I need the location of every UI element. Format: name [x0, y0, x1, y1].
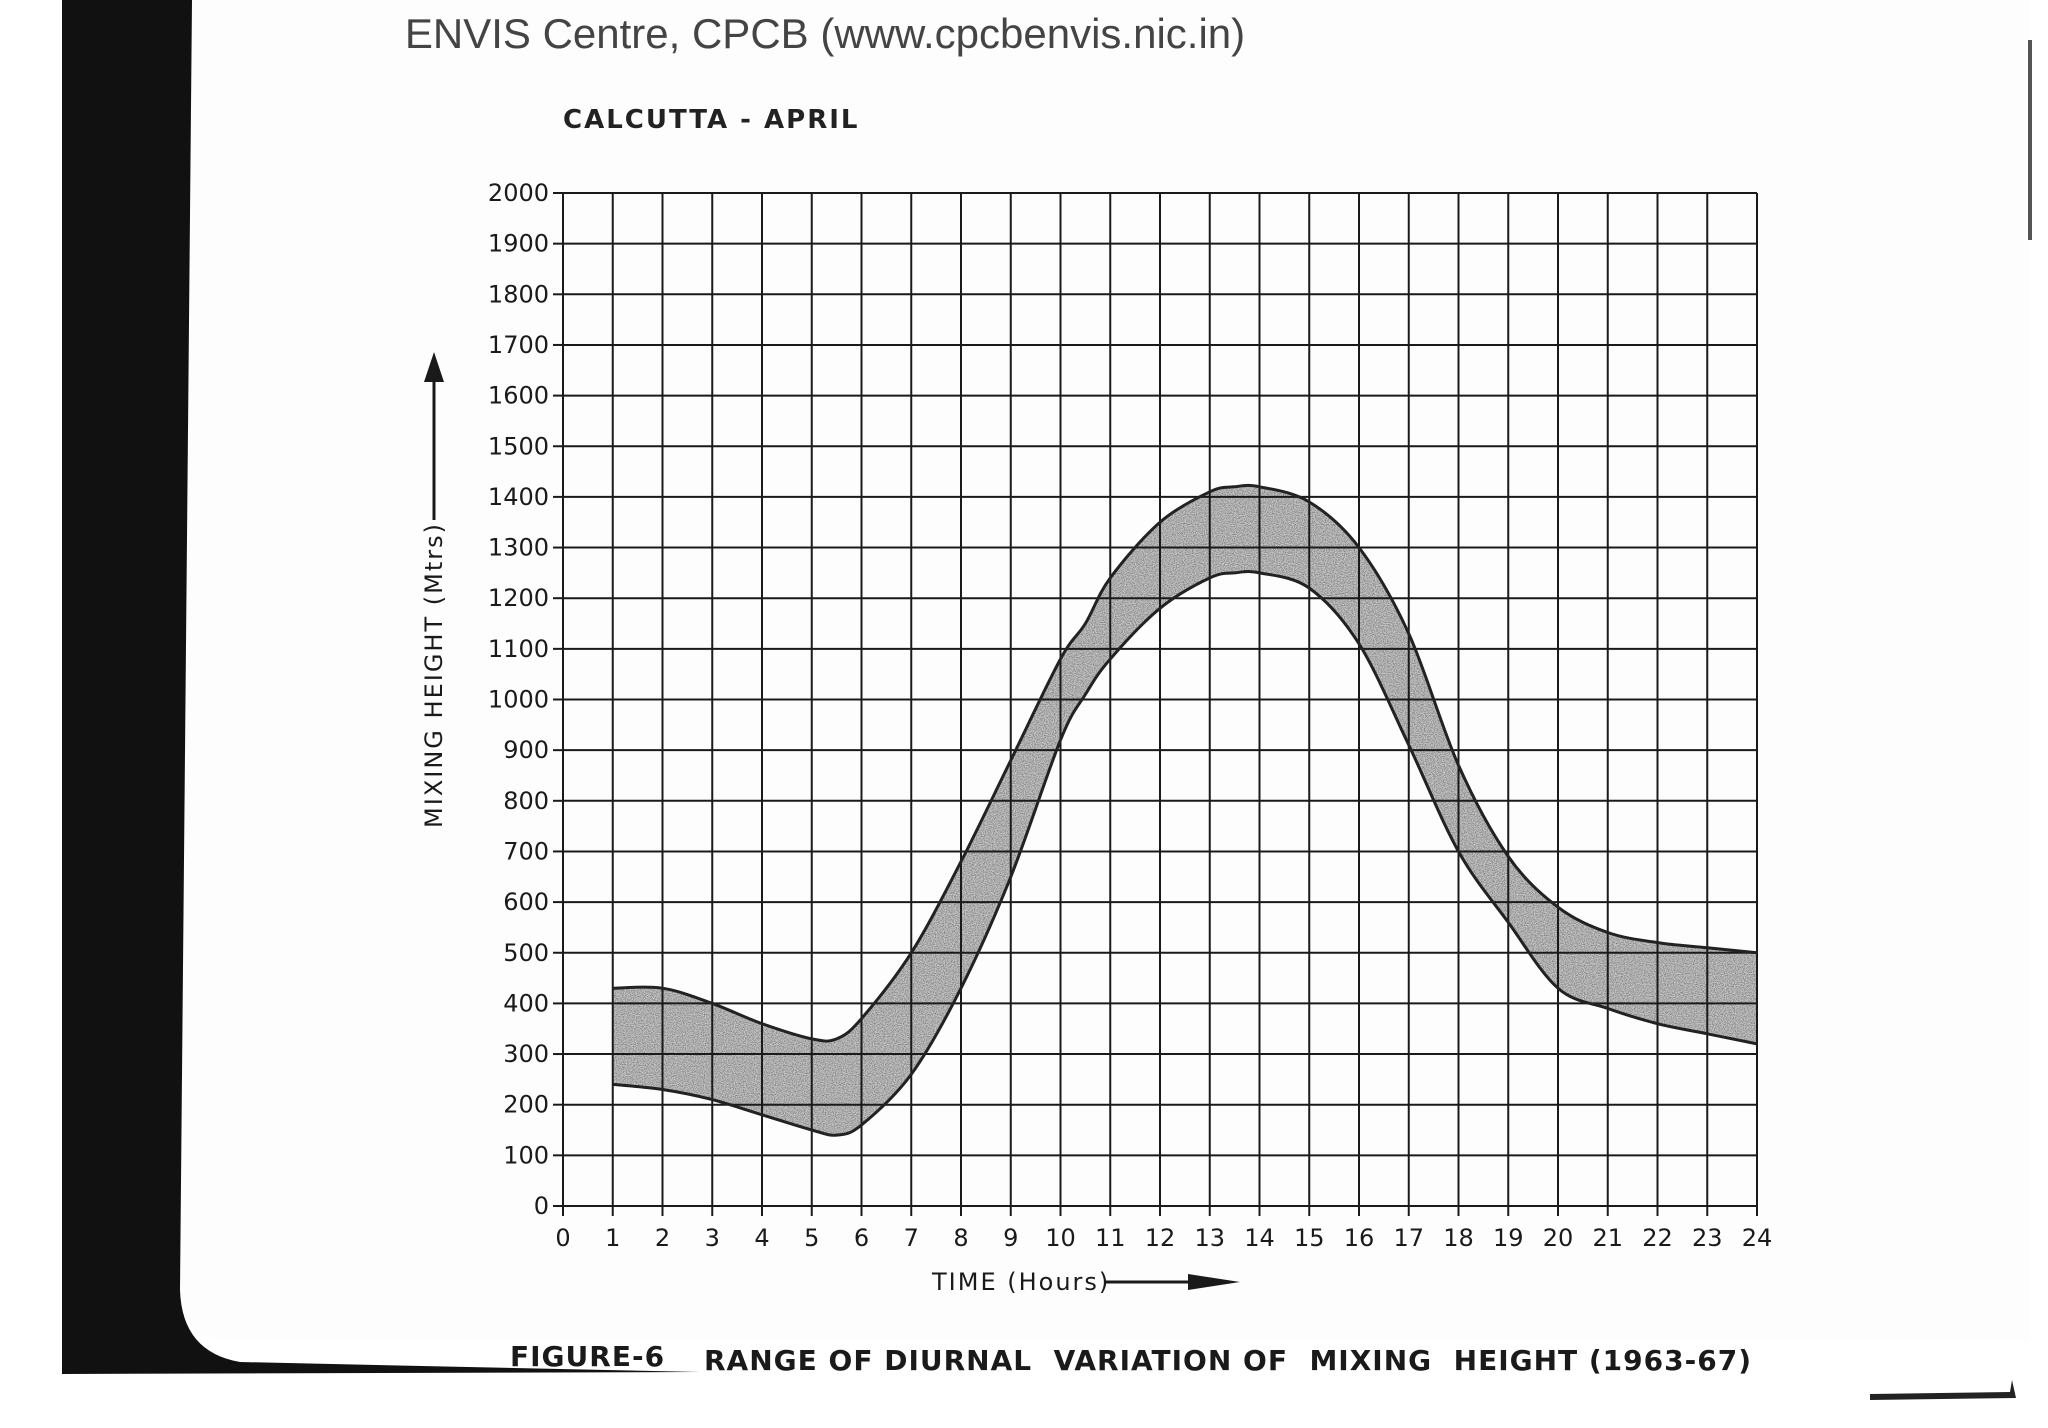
x-tick-label: 13 — [1194, 1224, 1225, 1252]
x-tick-label: 4 — [754, 1224, 769, 1252]
band-edge-layer — [612, 483, 1758, 1137]
y-tick-label: 1400 — [488, 483, 549, 511]
y-tick-label: 1300 — [488, 534, 549, 562]
x-tick-label: 2 — [655, 1224, 670, 1252]
y-tick-label: 600 — [503, 888, 549, 916]
chart-title: CALCUTTA - APRIL — [563, 105, 859, 135]
y-tick-label: 400 — [503, 989, 549, 1017]
y-tick-label: 1600 — [488, 382, 549, 410]
x-tick-label: 12 — [1145, 1224, 1176, 1252]
x-tick-label: 18 — [1443, 1224, 1474, 1252]
x-tick-label: 16 — [1344, 1224, 1375, 1252]
y-axis-arrow-head — [424, 352, 444, 382]
figure-caption: RANGE OF DIURNAL VARIATION OF MIXING HEI… — [704, 1344, 1752, 1377]
y-tick-label: 1200 — [488, 584, 549, 612]
band-upper-boundary — [612, 483, 1758, 1043]
x-axis-arrow-head — [1188, 1274, 1240, 1290]
y-tick-label: 1100 — [488, 635, 549, 663]
x-tick-label: 8 — [953, 1224, 968, 1252]
x-tick-label: 21 — [1592, 1224, 1623, 1252]
y-tick-label: 700 — [503, 837, 549, 865]
y-tick-label: 0 — [534, 1192, 549, 1220]
x-tick-label: 0 — [555, 1224, 570, 1252]
y-tick-label: 900 — [503, 736, 549, 764]
x-tick-label: 17 — [1393, 1224, 1424, 1252]
y-tick-label: 1800 — [488, 280, 549, 308]
x-tick-label: 3 — [705, 1224, 720, 1252]
y-tick-label: 300 — [503, 1040, 549, 1068]
figure-label: FIGURE-6 — [510, 1340, 665, 1373]
x-tick-label: 5 — [804, 1224, 819, 1252]
scan-right-edge-mark — [2028, 40, 2032, 240]
x-tick-label: 19 — [1493, 1224, 1524, 1252]
y-tick-label: 500 — [503, 939, 549, 967]
x-tick-label: 22 — [1642, 1224, 1673, 1252]
x-tick-label: 24 — [1742, 1224, 1773, 1252]
scan-dark-margin — [62, 0, 700, 1374]
y-tick-label: 100 — [503, 1141, 549, 1169]
scan-bottom-right-mark — [1870, 1380, 2016, 1400]
x-tick-label: 10 — [1045, 1224, 1076, 1252]
x-tick-label: 23 — [1692, 1224, 1723, 1252]
x-tick-label: 11 — [1095, 1224, 1126, 1252]
y-tick-layer: 0 100 200 300 400 500 600 700 800 900 1000 1100 1200… — [488, 179, 563, 1220]
y-tick-label: 1900 — [488, 230, 549, 258]
y-tick-label: 1700 — [488, 331, 549, 359]
y-tick-label: 200 — [503, 1091, 549, 1119]
y-tick-label: 2000 — [488, 179, 549, 207]
y-tick-label: 800 — [503, 787, 549, 815]
x-tick-label: 1 — [605, 1224, 620, 1252]
x-tick-label: 14 — [1244, 1224, 1275, 1252]
y-tick-label: 1500 — [488, 432, 549, 460]
x-tick-layer: 0 1 2 3 4 5 6 7 8 9 10 11 12 13 14 15 16 17 18 19 20 21 22 23 24 — [555, 1206, 1772, 1252]
source-header: ENVIS Centre, CPCB (www.cpcbenvis.nic.in… — [405, 10, 1245, 57]
x-tick-label: 9 — [1003, 1224, 1018, 1252]
x-tick-label: 20 — [1543, 1224, 1574, 1252]
scan-page-background — [180, 0, 2030, 1340]
x-tick-label: 7 — [904, 1224, 919, 1252]
y-tick-label: 1000 — [488, 686, 549, 714]
grid-layer — [562, 192, 1758, 1207]
x-tick-label: 6 — [854, 1224, 869, 1252]
band-lower-boundary — [612, 570, 1758, 1137]
y-axis-label: MIXING HEIGHT (Mtrs) — [420, 522, 448, 828]
x-tick-label: 15 — [1294, 1224, 1325, 1252]
x-axis-label: TIME (Hours) — [931, 1268, 1110, 1296]
